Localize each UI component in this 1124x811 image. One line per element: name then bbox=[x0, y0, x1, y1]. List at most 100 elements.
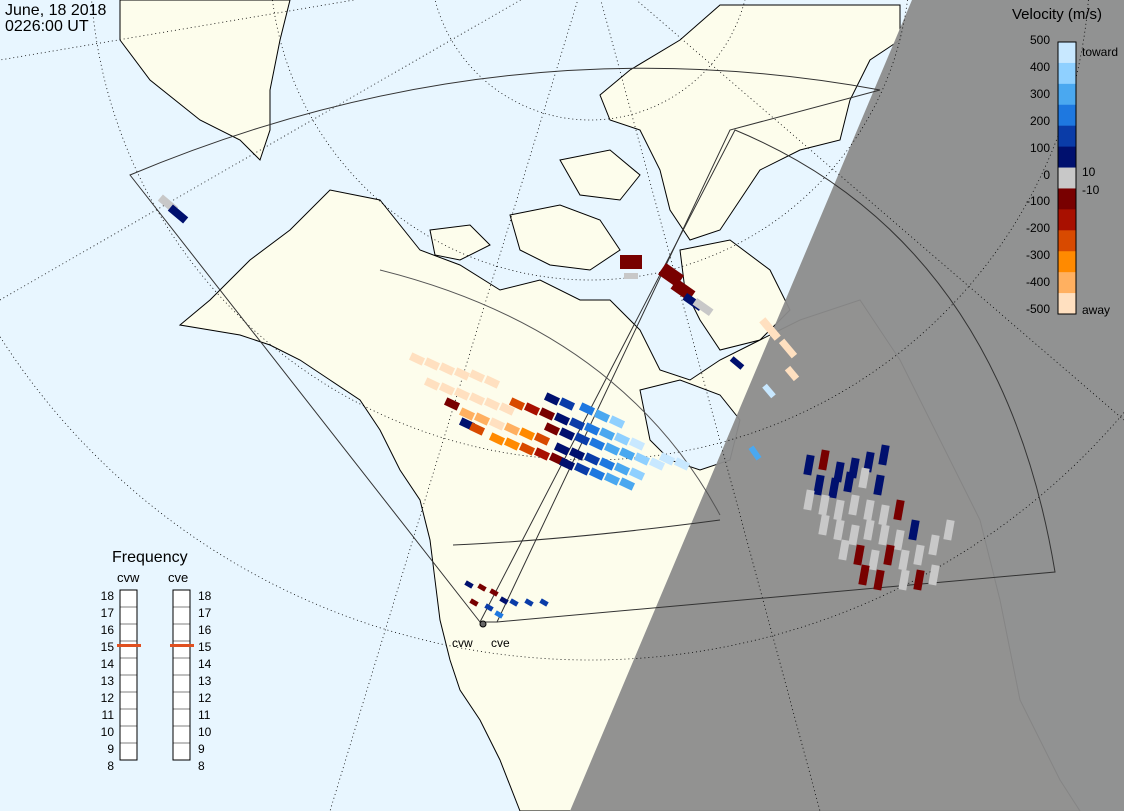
echo-cell bbox=[624, 273, 638, 279]
echo-cell bbox=[539, 598, 549, 607]
colorbar-segment bbox=[1058, 146, 1076, 169]
echo-cell bbox=[618, 477, 636, 491]
echo-cell bbox=[494, 610, 504, 619]
echo-cell bbox=[898, 549, 910, 571]
echo-cell bbox=[498, 402, 516, 416]
freq-marker-cve bbox=[170, 644, 194, 647]
echo-cell bbox=[692, 297, 714, 317]
channel-cvw-label: cvw bbox=[117, 570, 140, 585]
echo-cell bbox=[603, 442, 621, 456]
echo-cell bbox=[553, 442, 571, 456]
echo-cell bbox=[469, 598, 479, 607]
echo-cell bbox=[558, 427, 576, 441]
time-label: 0226:00 UT bbox=[5, 18, 89, 35]
velocity-colorbar bbox=[1057, 41, 1077, 315]
colorbar-segment bbox=[1058, 251, 1076, 273]
velocity-tick-label: 200 bbox=[1029, 113, 1050, 128]
frequency-tick-label: 10 bbox=[100, 725, 114, 739]
frequency-tick-label: 14 bbox=[100, 657, 114, 671]
echo-cell bbox=[443, 397, 461, 411]
echo-cell bbox=[483, 375, 501, 389]
echo-cell bbox=[848, 524, 860, 546]
echo-cell bbox=[853, 544, 865, 566]
colorbar-segment bbox=[1058, 104, 1076, 127]
inner-label-pos: 10 bbox=[1082, 165, 1096, 179]
away-label: away bbox=[1082, 303, 1111, 317]
velocity-tick-label: -100 bbox=[1025, 194, 1050, 209]
velocity-tick-label: -400 bbox=[1025, 275, 1050, 290]
echo-cell bbox=[943, 519, 955, 541]
colorbar-segment bbox=[1058, 272, 1076, 294]
echo-cell bbox=[778, 338, 798, 359]
echo-cell bbox=[762, 383, 776, 399]
echo-cell bbox=[503, 422, 521, 436]
echo-cell bbox=[558, 397, 576, 411]
echo-cell bbox=[523, 402, 541, 416]
echo-cell bbox=[438, 362, 456, 376]
echo-cell bbox=[468, 392, 486, 406]
toward-label: toward bbox=[1082, 45, 1119, 59]
echo-cell bbox=[878, 504, 890, 526]
echo-cell bbox=[568, 447, 586, 461]
echo-cell bbox=[538, 407, 556, 421]
frequency-tick-label: 8 bbox=[198, 759, 205, 773]
colorbar-segment bbox=[1058, 62, 1076, 85]
echo-cell bbox=[868, 549, 880, 571]
echo-cell bbox=[468, 369, 486, 383]
site-label-east: cve bbox=[491, 636, 510, 650]
echo-cell bbox=[593, 409, 611, 423]
frequency-tick-label: 11 bbox=[101, 708, 114, 722]
siberia-land bbox=[119, 0, 291, 161]
arctic-island bbox=[429, 224, 491, 261]
echo-cell bbox=[803, 489, 815, 511]
echo-cell bbox=[598, 457, 616, 471]
echo-cell bbox=[489, 588, 499, 597]
echo-cell bbox=[858, 467, 870, 489]
frequency-tick-label: 9 bbox=[198, 742, 205, 756]
echo-cell bbox=[813, 474, 825, 496]
echo-cell bbox=[423, 377, 441, 391]
colorbar-segment bbox=[1058, 42, 1076, 64]
echo-cell bbox=[873, 569, 885, 591]
colorbar-segment bbox=[1058, 125, 1076, 148]
echo-cell bbox=[613, 432, 631, 446]
echo-cell bbox=[863, 451, 875, 473]
echo-cell bbox=[558, 457, 576, 471]
echo-cell bbox=[533, 447, 551, 461]
freq-marker-cvw bbox=[117, 644, 141, 647]
echo-cell bbox=[843, 471, 855, 493]
velocity-echoes bbox=[157, 194, 955, 619]
echo-cell bbox=[848, 494, 860, 516]
date-label: June, 18 2018 bbox=[5, 2, 107, 19]
echo-cell bbox=[833, 461, 845, 483]
echo-cell bbox=[543, 422, 561, 436]
echo-cell bbox=[573, 432, 591, 446]
echo-cell bbox=[518, 442, 536, 456]
echo-cell bbox=[873, 474, 885, 496]
echo-cell bbox=[928, 534, 940, 556]
echo-cell bbox=[658, 452, 676, 466]
echo-cell bbox=[464, 580, 474, 589]
velocity-tick-label: 400 bbox=[1029, 59, 1050, 74]
echo-cell bbox=[518, 427, 536, 441]
echo-cell bbox=[648, 457, 666, 471]
frequency-tick-label: 18 bbox=[100, 589, 114, 603]
echo-cell bbox=[508, 397, 526, 411]
greenland-land bbox=[599, 4, 901, 241]
echo-cell bbox=[468, 422, 486, 436]
echo-cell bbox=[628, 467, 646, 481]
velocity-title: Velocity (m/s) bbox=[1012, 6, 1103, 23]
echo-cell bbox=[408, 352, 426, 366]
echo-cell bbox=[818, 449, 830, 471]
frequency-tick-label: 17 bbox=[100, 606, 114, 620]
echo-cell bbox=[838, 539, 850, 561]
frequency-tick-label: 13 bbox=[198, 674, 212, 688]
frequency-tick-label: 13 bbox=[100, 674, 114, 688]
echo-cell bbox=[473, 412, 491, 426]
echo-cell bbox=[488, 417, 506, 431]
echo-cell bbox=[453, 367, 471, 381]
frequency-tick-label: 16 bbox=[198, 623, 212, 637]
echo-cell bbox=[598, 427, 616, 441]
arctic-island bbox=[509, 204, 621, 271]
